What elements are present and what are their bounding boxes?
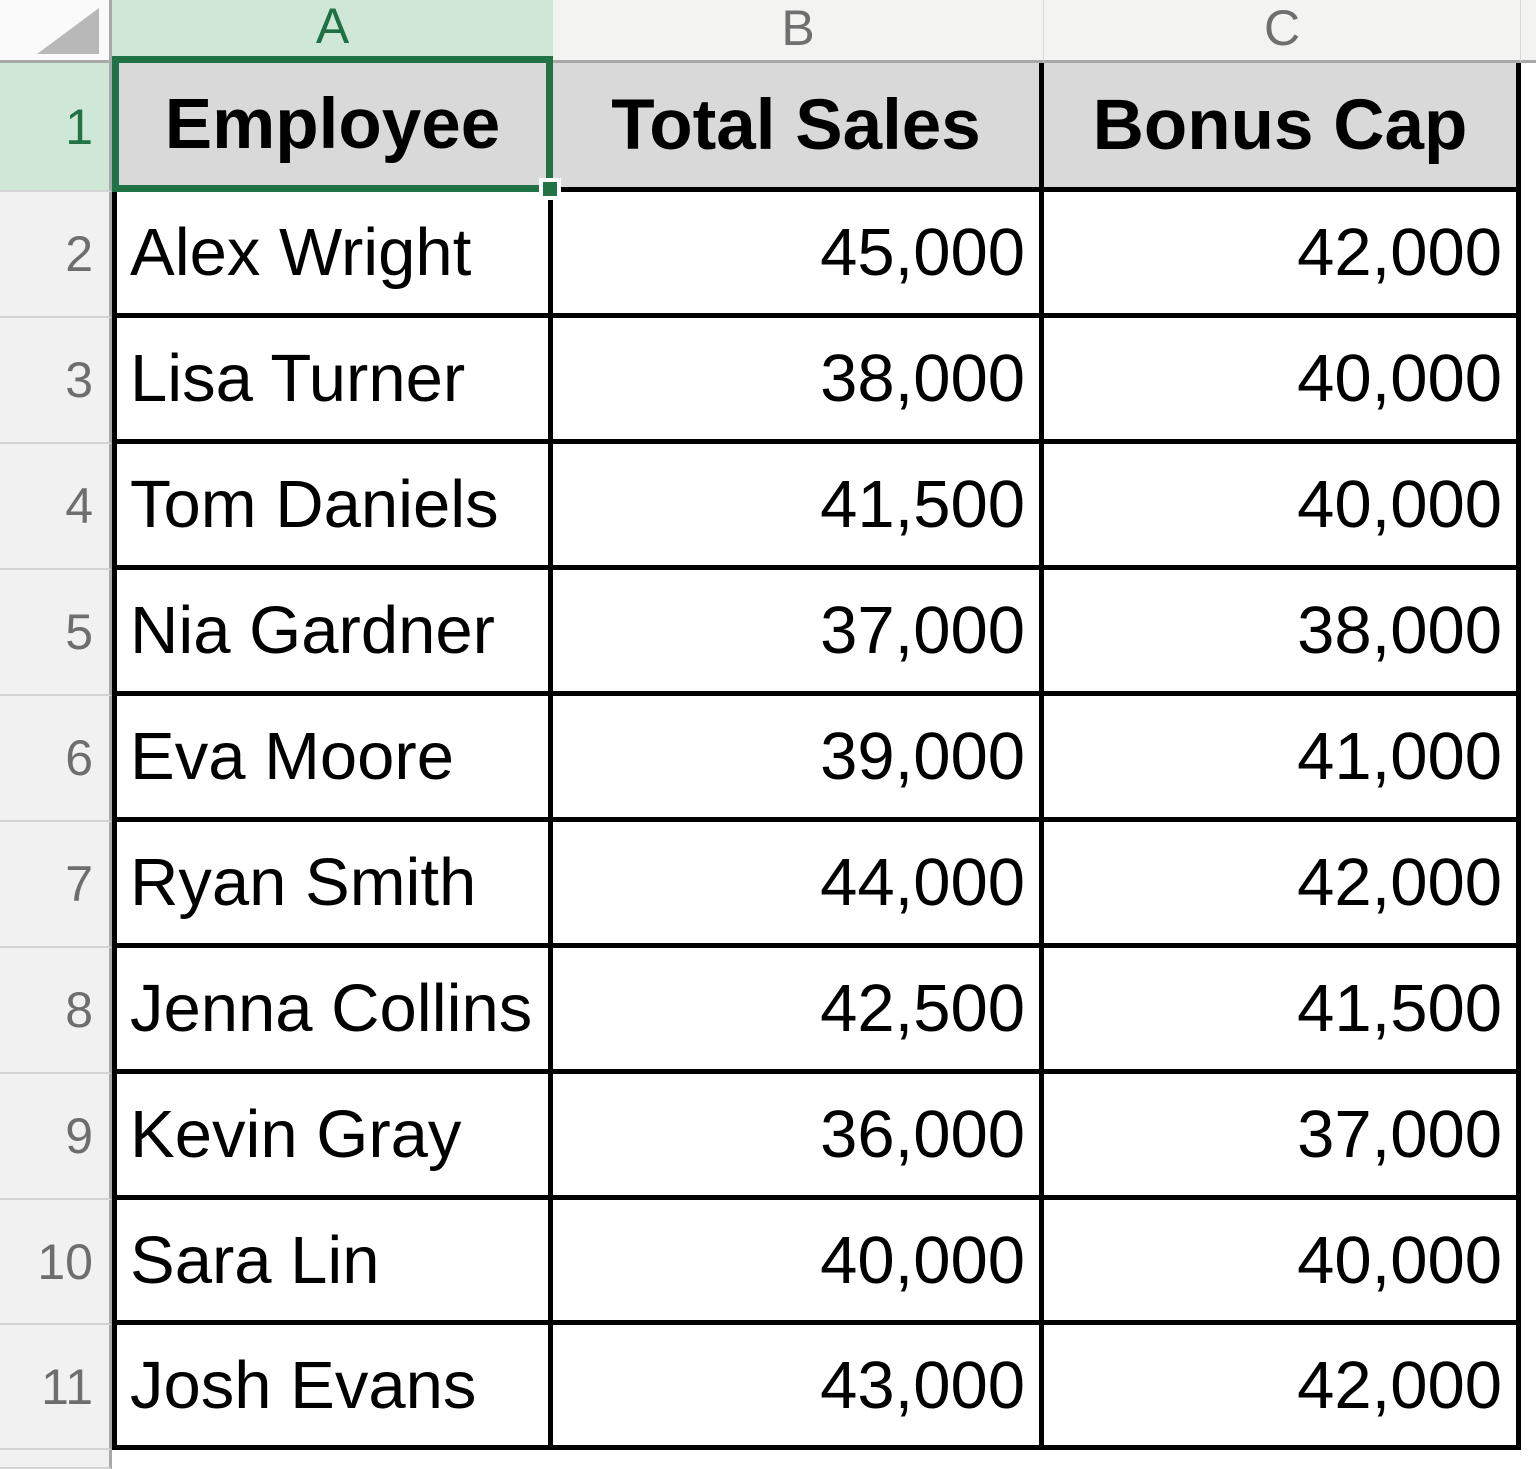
gutter [1521,444,1536,570]
row-header-7[interactable]: 7 [0,822,112,948]
cell-b6[interactable]: 39,000 [553,696,1044,822]
row-header-5[interactable]: 5 [0,570,112,696]
cell-a7[interactable]: Ryan Smith [112,822,553,948]
row-header-2[interactable]: 2 [0,192,112,318]
employee-header-label: Employee [164,84,501,164]
row-header-12-partial[interactable] [0,1450,112,1469]
column-header-stub [1521,0,1536,63]
row-header-3[interactable]: 3 [0,318,112,444]
row-header-10[interactable]: 10 [0,1200,112,1325]
cell-a9[interactable]: Kevin Gray [112,1074,553,1200]
row-header-6[interactable]: 6 [0,696,112,822]
cell-b8[interactable]: 42,500 [553,948,1044,1074]
cell-a11[interactable]: Josh Evans [112,1325,553,1450]
cell-b11[interactable]: 43,000 [553,1325,1044,1450]
cell-b5[interactable]: 37,000 [553,570,1044,696]
cell-a2[interactable]: Alex Wright [112,192,553,318]
gutter [1521,570,1536,696]
cell-a10[interactable]: Sara Lin [112,1200,553,1325]
row-header-9[interactable]: 9 [0,1074,112,1200]
gutter [1521,192,1536,318]
cell-c8[interactable]: 41,500 [1044,948,1521,1074]
cell-a1-selected[interactable]: Employee [112,63,561,200]
select-all-button[interactable] [0,0,112,63]
gutter [1521,1074,1536,1200]
row-header-8[interactable]: 8 [0,948,112,1074]
cell-b7[interactable]: 44,000 [553,822,1044,948]
cell-b9[interactable]: 36,000 [553,1074,1044,1200]
cell-c4[interactable]: 40,000 [1044,444,1521,570]
column-header-c[interactable]: C [1044,0,1521,63]
cell-b3[interactable]: 38,000 [553,318,1044,444]
cell-c2[interactable]: 42,000 [1044,192,1521,318]
cell-c5[interactable]: 38,000 [1044,570,1521,696]
cell-c1[interactable]: Bonus Cap [1044,63,1521,192]
cell-a3[interactable]: Lisa Turner [112,318,553,444]
row-header-1[interactable]: 1 [0,63,112,192]
gutter [1521,1200,1536,1325]
cell-b10[interactable]: 40,000 [553,1200,1044,1325]
column-header-b[interactable]: B [553,0,1044,63]
select-all-triangle-icon [37,8,99,54]
cell-a4[interactable]: Tom Daniels [112,444,553,570]
cell-b2[interactable]: 45,000 [553,192,1044,318]
empty-row-area [112,1450,1536,1469]
cell-c10[interactable]: 40,000 [1044,1200,1521,1325]
cell-c3[interactable]: 40,000 [1044,318,1521,444]
cell-c9[interactable]: 37,000 [1044,1074,1521,1200]
cell-a5[interactable]: Nia Gardner [112,570,553,696]
cell-c6[interactable]: 41,000 [1044,696,1521,822]
column-header-a[interactable]: A [112,0,553,63]
cell-c11[interactable]: 42,000 [1044,1325,1521,1450]
gutter [1521,1325,1536,1450]
gutter [1521,822,1536,948]
gutter [1521,318,1536,444]
cell-a6[interactable]: Eva Moore [112,696,553,822]
cell-b4[interactable]: 41,500 [553,444,1044,570]
gutter [1521,948,1536,1074]
gutter [1521,696,1536,822]
cell-b1[interactable]: Total Sales [553,63,1044,192]
cell-c7[interactable]: 42,000 [1044,822,1521,948]
fill-handle[interactable] [539,178,561,200]
row-header-4[interactable]: 4 [0,444,112,570]
gutter [1521,63,1536,192]
row-header-11[interactable]: 11 [0,1325,112,1450]
cell-a8[interactable]: Jenna Collins [112,948,553,1074]
